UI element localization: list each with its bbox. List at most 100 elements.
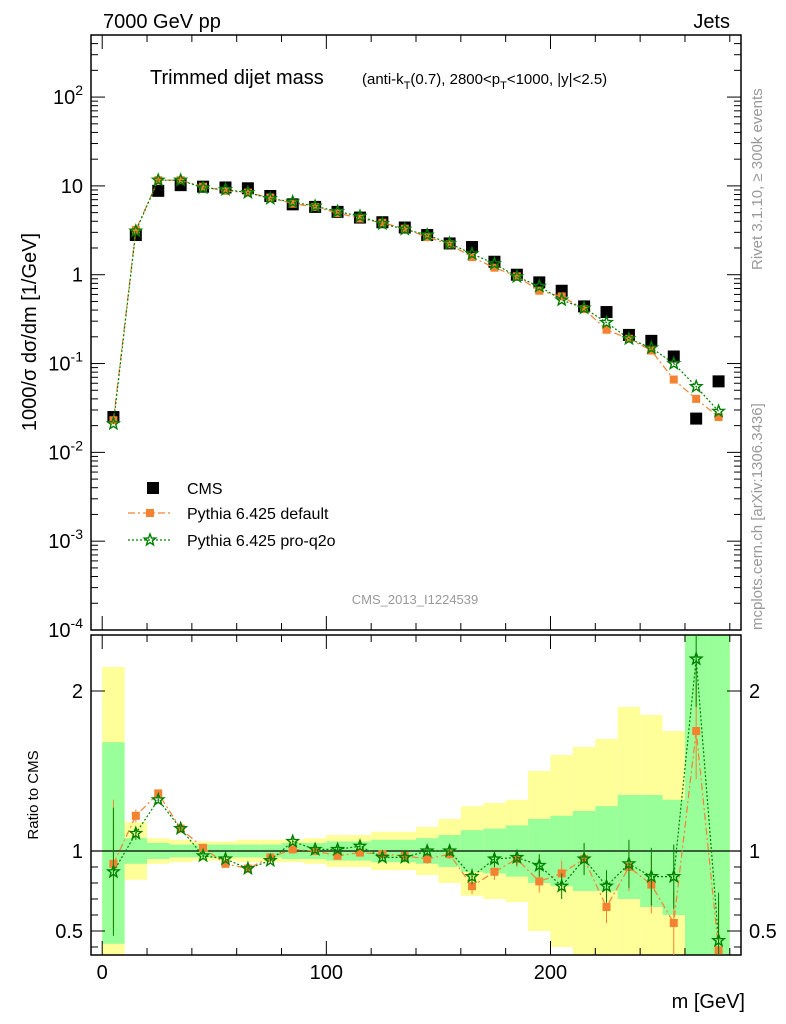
ratio-default-point: [490, 867, 499, 876]
ratio-proq2o-line: [112, 658, 720, 941]
legend-cms-marker: [147, 482, 159, 494]
ratio-proq2o-point: [150, 791, 166, 807]
cms-data-point: [152, 184, 165, 197]
legend-entry-label: CMS: [187, 481, 223, 498]
cms-data-point: [600, 306, 613, 319]
x-tick-label: 0: [97, 962, 108, 984]
ratio-proq2o-point: [217, 851, 234, 866]
ratio-default-point: [669, 919, 678, 927]
ratio-default-point: [468, 882, 477, 891]
main-panel: 10-4 10-3 10-2 10-1 1 10 102 Trimmed dijet mas…: [19, 34, 742, 642]
ratio-y-tick-label-left: 1: [72, 841, 83, 863]
ratio-proq2o-point: [374, 849, 391, 864]
legend-entry-label: Pythia 6.425 default: [187, 506, 329, 523]
pythia-default-point: [669, 375, 678, 384]
pythia-proq2o-point: [688, 378, 704, 394]
pythia-default-point: [311, 202, 320, 211]
pythia-default-point: [714, 413, 723, 422]
pythia-proq2o-line: [112, 179, 720, 424]
pythia-proq2o-point: [374, 215, 391, 231]
pythia-proq2o-point: [397, 221, 413, 236]
pythia-proq2o-point: [576, 300, 592, 315]
pythia-proq2o-point: [441, 235, 458, 250]
ratio-proq2o-point: [419, 843, 435, 858]
ratio-proq2o-point: [554, 878, 570, 893]
legend-proq2o-marker: [142, 532, 158, 547]
ratio-y-tick-label-left: 2: [72, 681, 83, 703]
main-y-axis-label: 1000/σ dσ/dm [1/GeV]: [19, 233, 41, 431]
pythia-default-point: [378, 218, 387, 227]
pythia-default-point: [176, 176, 185, 185]
uncertainty-band-inner: [684, 635, 708, 955]
ratio-y-tick-label-left: 0.5: [55, 921, 83, 943]
pythia-default-point: [109, 416, 118, 425]
ratio-default-point: [333, 851, 342, 860]
ratio-y-axis-label: Ratio to CMS: [25, 750, 42, 839]
ratio-y-tick-label-right: 1: [749, 841, 760, 863]
pythia-proq2o-point: [173, 172, 189, 187]
ratio-y-tick-label-right: 0.5: [749, 921, 777, 943]
pythia-proq2o-point: [598, 314, 615, 329]
ratio-proq2o-point: [486, 850, 503, 866]
ratio-proq2o-point: [262, 852, 278, 868]
pythia-proq2o-point: [128, 223, 144, 238]
y-tick-label: 10-1: [48, 349, 83, 376]
y-tick-label: 1: [72, 265, 83, 287]
pythia-default-point: [580, 305, 589, 314]
pythia-proq2o-point: [710, 403, 727, 418]
ratio-proq2o-point: [352, 838, 368, 853]
pythia-default-point: [557, 292, 566, 301]
pythia-default-point: [490, 263, 499, 272]
y-tick-label: 10-2: [48, 437, 83, 464]
ratio-default-point: [535, 877, 544, 886]
ratio-default-point: [131, 811, 140, 820]
ratio-proq2o-point: [172, 820, 189, 836]
ratio-proq2o-point: [441, 843, 458, 858]
ratio-proq2o-point: [195, 847, 211, 863]
pythia-proq2o-point: [262, 190, 278, 206]
pythia-default-point: [221, 186, 230, 195]
ratio-default-point: [692, 727, 701, 735]
pythia-default-point: [535, 286, 544, 295]
pythia-proq2o-point: [621, 330, 637, 346]
y-tick-label: 10-4: [48, 615, 83, 642]
ratio-y-tick-label-right: 2: [749, 681, 760, 703]
pythia-default-point: [333, 209, 342, 218]
ratio-proq2o-point: [464, 868, 480, 884]
pythia-proq2o-point: [643, 339, 660, 355]
chart-title: Trimmed dijet mass: [150, 67, 324, 89]
pythia-proq2o-point: [150, 172, 166, 187]
process-label: Jets: [693, 11, 730, 33]
pythia-default-point: [266, 193, 275, 202]
cms-data-point: [712, 375, 725, 388]
collision-energy-label: 7000 GeV pp: [103, 11, 221, 33]
cms-data-point: [690, 412, 703, 425]
ratio-default-line: [112, 730, 720, 951]
pythia-proq2o-point: [486, 255, 503, 271]
ratio-proq2o-point: [666, 868, 682, 884]
ratio-default-point: [221, 859, 230, 868]
pythia-proq2o-point: [464, 245, 480, 261]
ratio-proq2o-point: [329, 841, 346, 856]
pythia-proq2o-point: [240, 184, 256, 200]
ratio-proq2o-point: [643, 868, 660, 884]
chart-subtitle: (anti-kT(0.7), 2800<pT<1000, |y|<2.5): [362, 71, 607, 92]
pythia-proq2o-point: [531, 278, 547, 293]
pythia-default-point: [199, 182, 208, 191]
ratio-proq2o-point: [105, 863, 122, 879]
pythia-proq2o-point: [509, 268, 525, 284]
ratio-proq2o-point: [128, 825, 144, 840]
pythia-default-point: [602, 325, 611, 334]
ratio-proq2o-point: [598, 878, 615, 893]
ratio-default-point: [423, 855, 432, 863]
ratio-proq2o-point: [621, 855, 637, 871]
x-tick-label: 200: [534, 962, 567, 984]
ratio-proq2o-point: [688, 651, 704, 666]
pythia-proq2o-point: [105, 415, 122, 431]
mcplots-credit-label: mcplots.cern.ch [arXiv:1306.3436]: [749, 403, 766, 630]
pythia-default-line: [112, 179, 719, 421]
ratio-default-point: [288, 845, 297, 854]
pythia-proq2o-point: [195, 179, 211, 195]
ratio-proq2o-point: [531, 857, 547, 872]
